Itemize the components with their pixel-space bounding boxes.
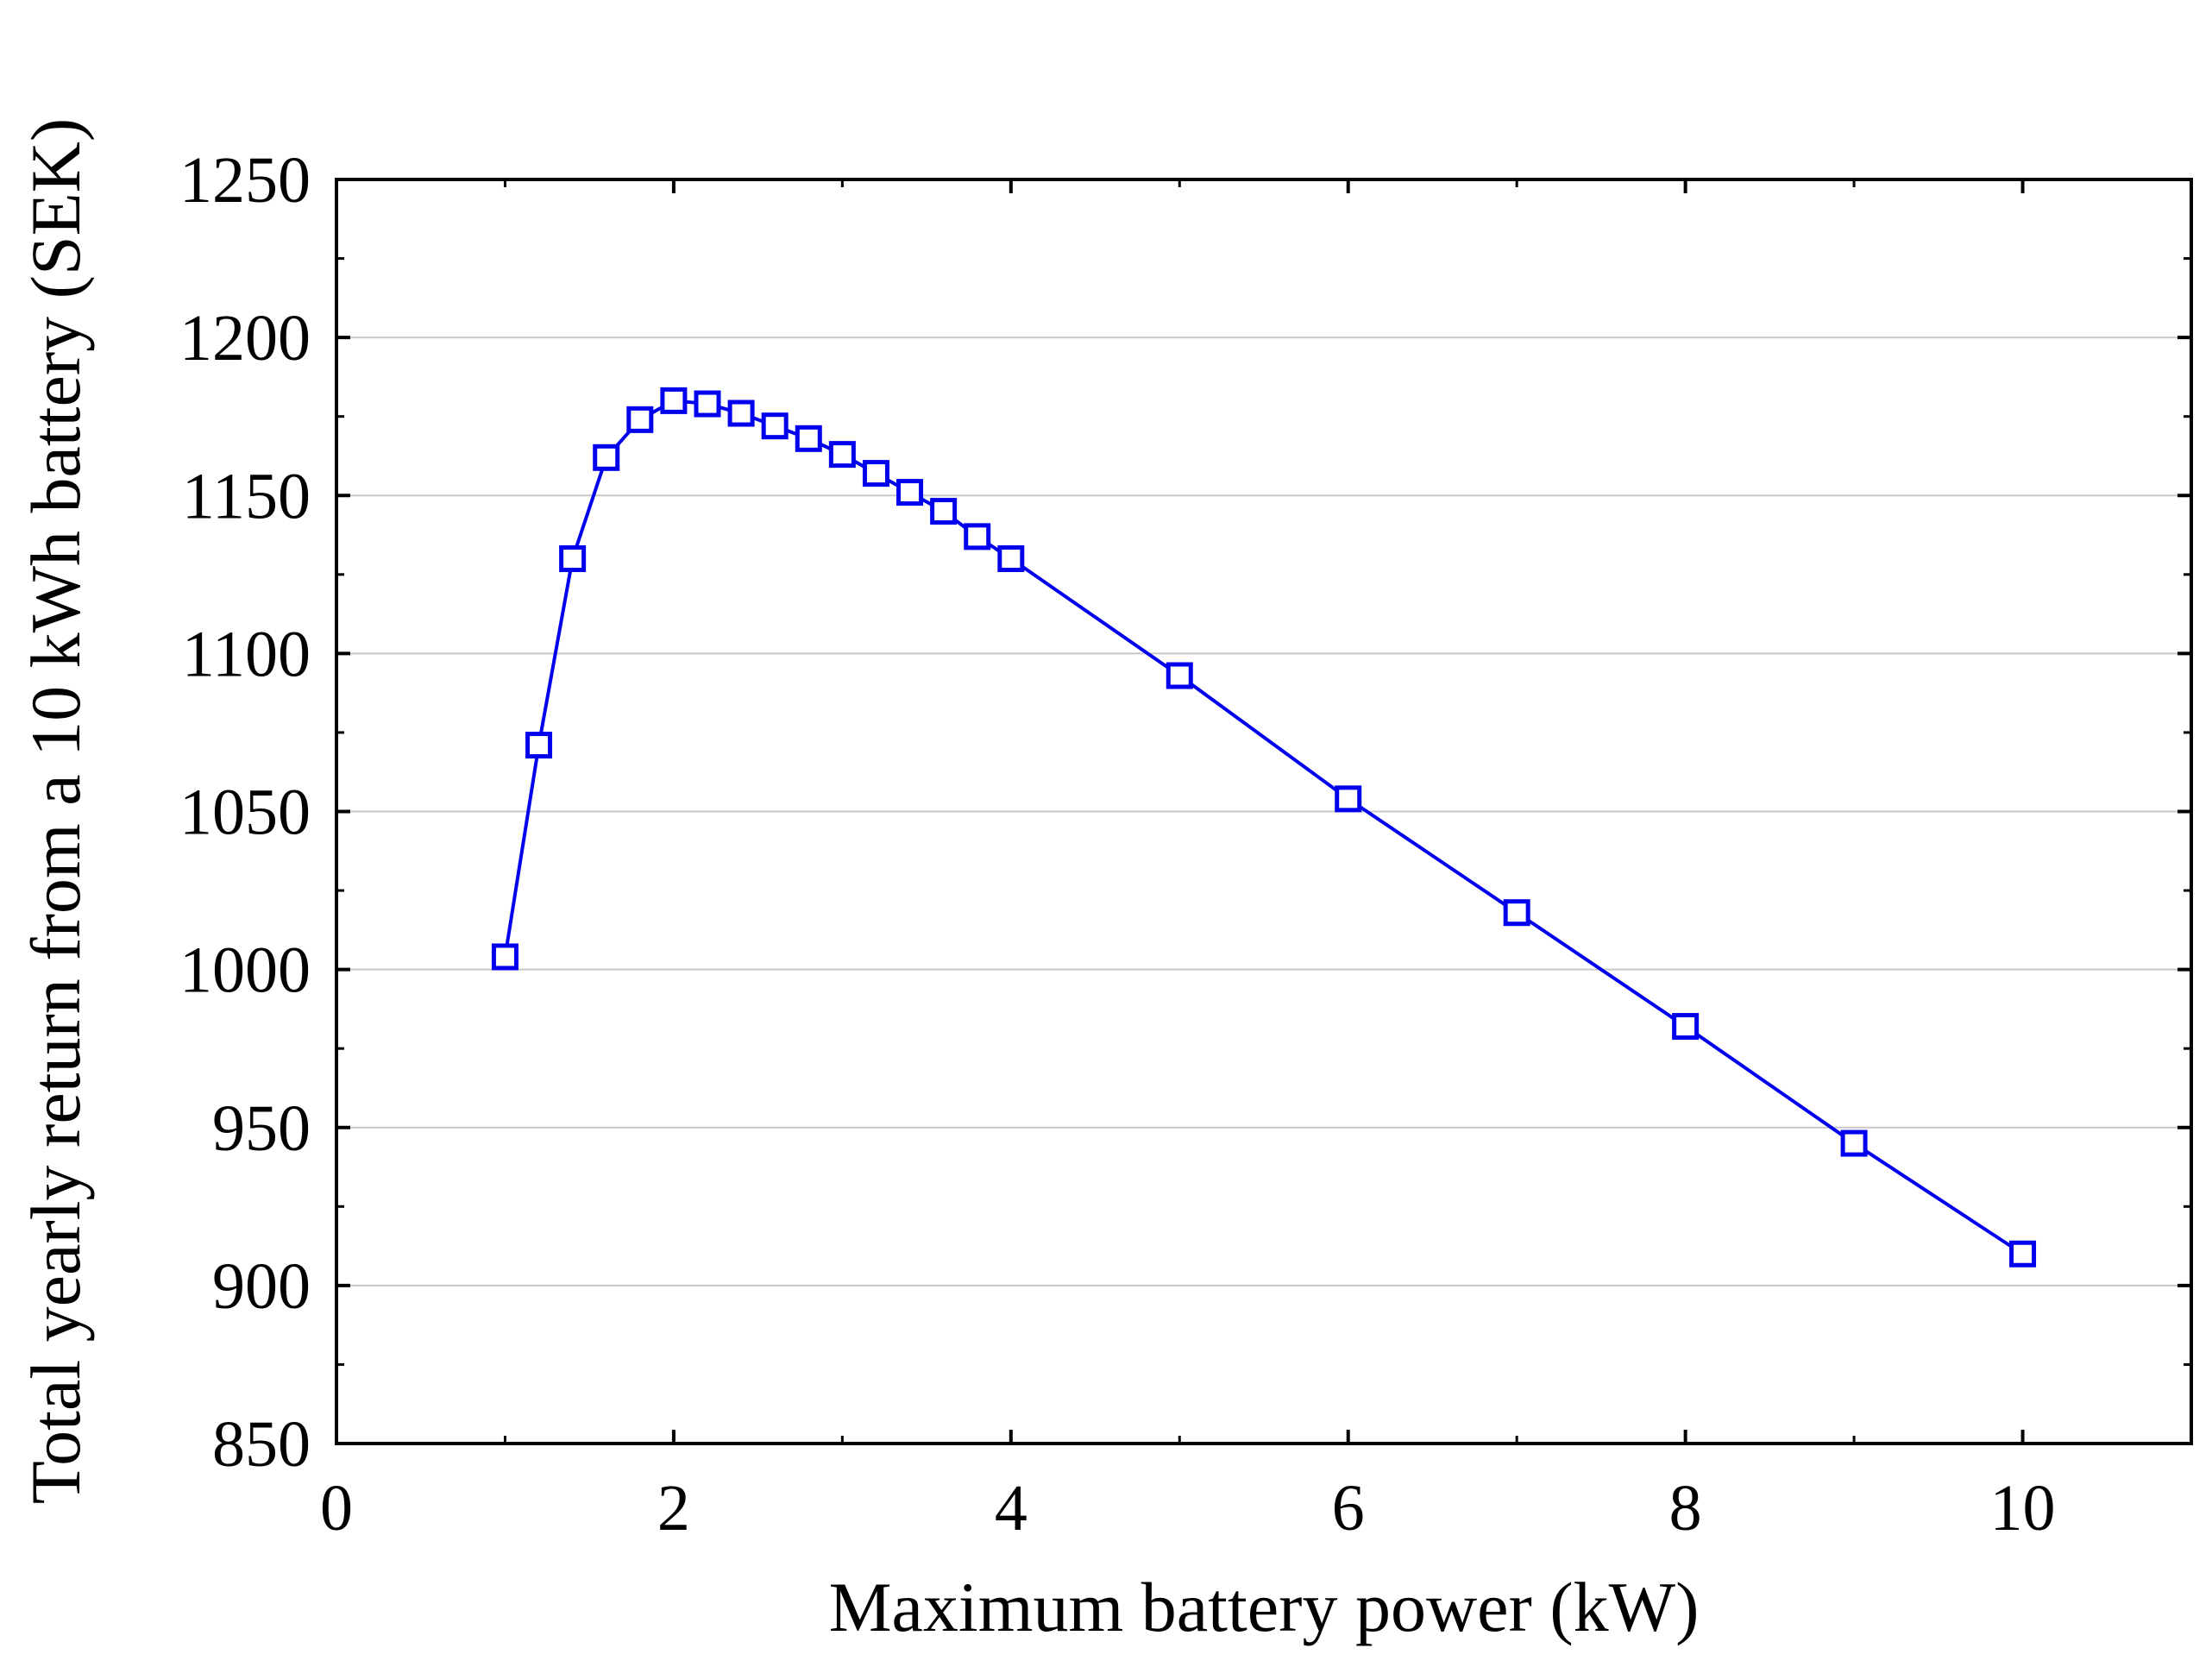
data-point-marker xyxy=(1166,662,1193,689)
data-point-marker xyxy=(761,412,789,440)
data-point-marker xyxy=(593,443,620,471)
data-point-marker xyxy=(2009,1240,2037,1268)
grid-lines xyxy=(336,337,2191,1286)
x-tick-label: 10 xyxy=(1990,1472,2056,1544)
data-point-marker xyxy=(660,387,688,414)
data-point-marker xyxy=(491,943,518,971)
data-point-marker xyxy=(964,523,991,550)
data-point-marker xyxy=(1503,899,1530,927)
data-point-marker xyxy=(626,406,654,433)
data-point-marker xyxy=(1840,1129,1868,1157)
y-tick-label: 1250 xyxy=(179,144,311,217)
data-point-marker xyxy=(930,498,958,525)
data-point-marker xyxy=(828,441,856,469)
data-point-marker xyxy=(896,479,924,506)
y-tick-label: 1050 xyxy=(179,777,311,849)
y-tick-label: 1000 xyxy=(179,934,311,1007)
x-tick-label: 8 xyxy=(1669,1472,1702,1544)
data-point-marker xyxy=(525,732,553,759)
data-point-marker xyxy=(795,425,822,452)
data-point-marker xyxy=(997,545,1025,572)
x-axis-title: Maximum battery power (kW) xyxy=(829,1568,1700,1646)
x-tick-label: 2 xyxy=(657,1472,690,1544)
y-tick-label: 950 xyxy=(212,1092,311,1165)
x-tick-label: 6 xyxy=(1332,1472,1365,1544)
axis-ticks: 850 900 950 1000 1050 1100 1150 1200 1250 0 2 4 6 8 10 xyxy=(179,144,2191,1544)
series-line xyxy=(503,399,2024,1255)
y-tick-label: 900 xyxy=(212,1250,311,1323)
y-tick-label: 850 xyxy=(212,1408,311,1481)
x-tick-label: 4 xyxy=(995,1472,1027,1544)
y-tick-label: 1200 xyxy=(179,302,311,374)
y-tick-label: 1150 xyxy=(182,460,311,532)
data-point-marker xyxy=(559,545,587,572)
series-layer xyxy=(491,387,2037,1268)
data-point-marker xyxy=(727,399,755,427)
data-point-marker xyxy=(862,460,889,488)
y-axis-title: Total yearly return from a 10 kWh batter… xyxy=(16,118,95,1504)
y-tick-label: 1100 xyxy=(182,618,311,690)
data-point-marker xyxy=(1335,785,1362,813)
data-point-marker xyxy=(694,390,721,418)
x-tick-label: 0 xyxy=(320,1472,353,1544)
data-point-marker xyxy=(1672,1013,1700,1041)
